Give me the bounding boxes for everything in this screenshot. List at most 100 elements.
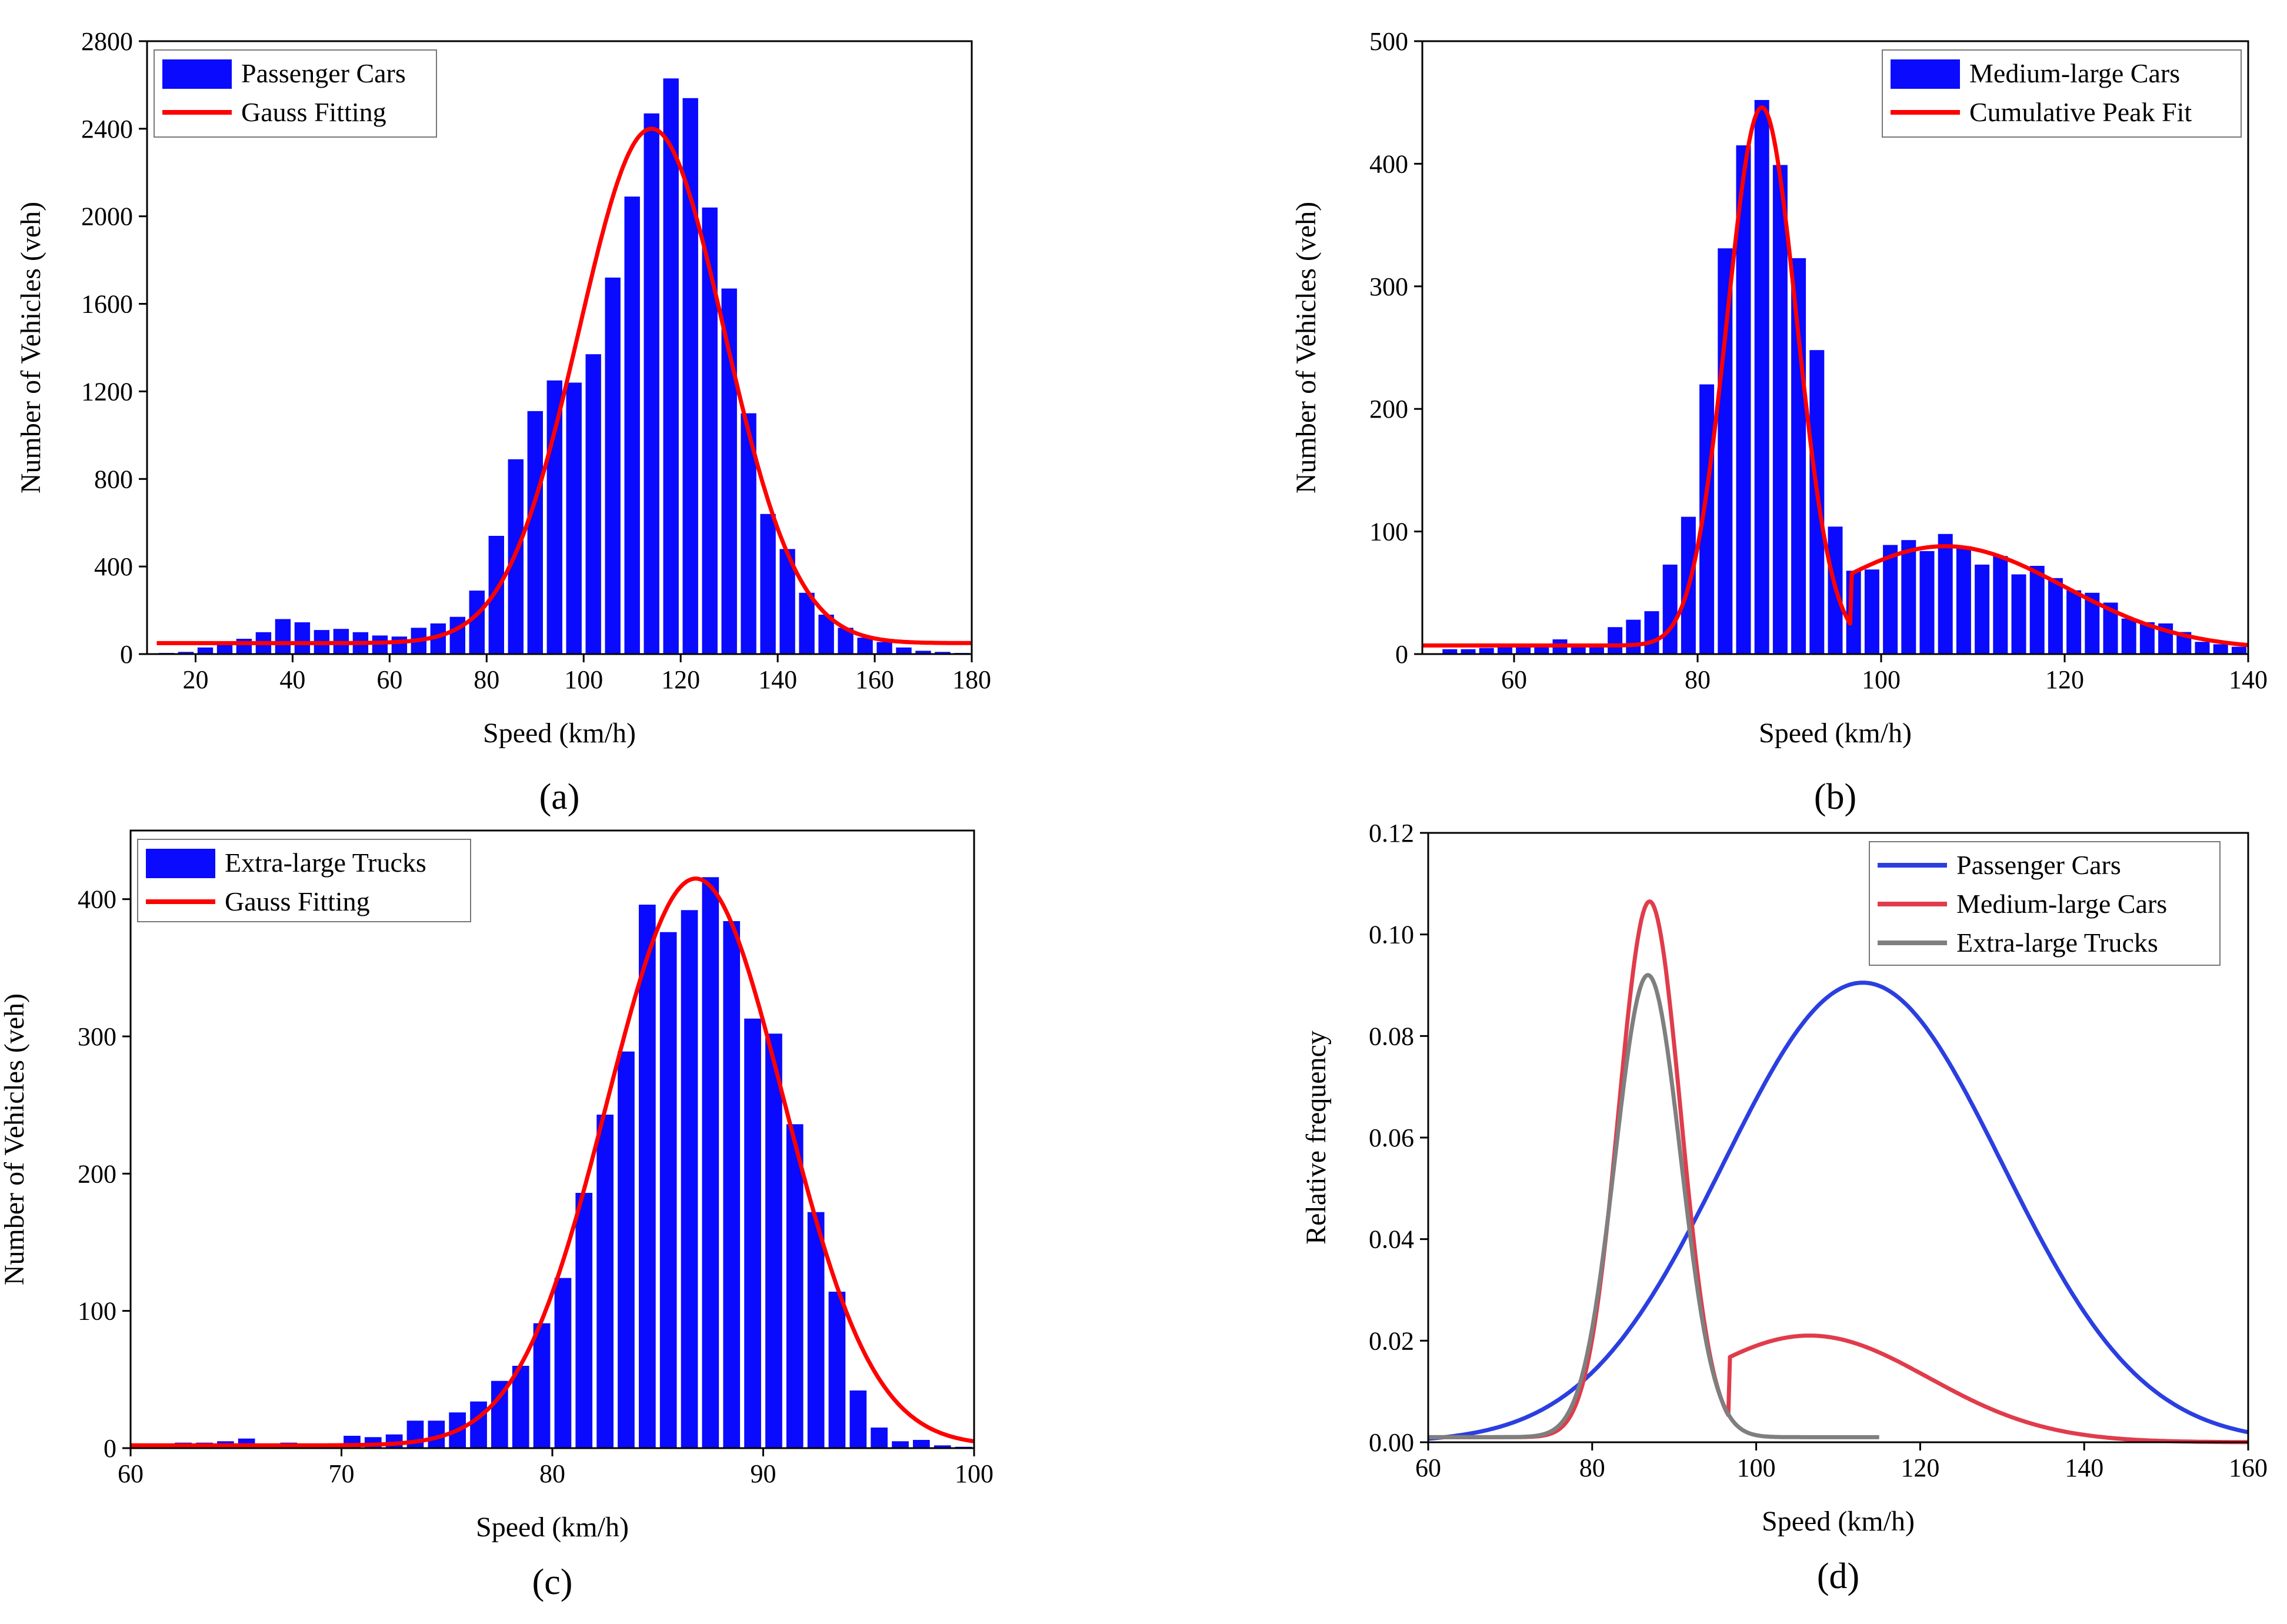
bar	[828, 1292, 846, 1448]
bar	[786, 1124, 804, 1448]
bar	[294, 622, 311, 654]
legend-label: Medium-large Cars	[1969, 58, 2180, 88]
legend-label: Passenger Cars	[241, 58, 406, 88]
bar	[470, 1401, 487, 1448]
y-tick-label: 300	[78, 1022, 116, 1051]
x-axis-label: Speed (km/h)	[1762, 1506, 1915, 1537]
y-tick-label: 400	[1369, 149, 1408, 178]
bar	[585, 354, 601, 654]
legend-label: Gauss Fitting	[225, 886, 370, 916]
bar	[2029, 566, 2045, 654]
y-tick-label: 400	[78, 885, 116, 914]
bar	[807, 1212, 825, 1448]
bar	[2231, 646, 2246, 654]
bar	[275, 619, 291, 654]
bar	[659, 932, 677, 1448]
legend: Passenger Cars Medium-large Cars Extra-lar…	[1869, 841, 2221, 966]
bar	[533, 1323, 551, 1448]
bar	[1864, 569, 1879, 654]
legend: Passenger Cars Gauss Fitting	[154, 49, 437, 138]
bar	[892, 1441, 909, 1448]
x-tick-label: 60	[1501, 665, 1527, 694]
x-tick-label: 140	[758, 665, 797, 694]
x-axis-label: Speed (km/h)	[483, 718, 636, 749]
y-tick-label: 200	[1369, 395, 1408, 423]
x-tick-label: 120	[2045, 665, 2084, 694]
x-tick-label: 90	[751, 1459, 776, 1488]
bar	[596, 1115, 614, 1448]
legend-swatch	[1891, 59, 1960, 89]
bar	[449, 616, 465, 654]
bar	[391, 636, 408, 654]
legend-swatch	[146, 849, 215, 878]
bar	[1883, 545, 1898, 654]
y-tick-label: 2000	[81, 202, 133, 231]
bar	[934, 1445, 951, 1448]
y-tick-label: 0	[120, 640, 133, 669]
y-tick-label: 0.06	[1369, 1123, 1414, 1152]
curve-medium-large-cars	[1428, 899, 2249, 1445]
panel-label: (a)	[539, 777, 580, 817]
bar	[605, 277, 621, 654]
x-tick-label: 120	[661, 665, 700, 694]
x-tick-label: 60	[118, 1459, 144, 1488]
axes-frame	[1421, 40, 2249, 655]
legend-label: Cumulative Peak Fit	[1969, 97, 2192, 127]
legend-label: Gauss Fitting	[241, 97, 386, 127]
bar	[178, 652, 194, 654]
bar	[723, 921, 741, 1448]
bar	[2048, 578, 2063, 654]
bar	[702, 877, 719, 1448]
bar	[566, 382, 582, 654]
panel-label: (c)	[532, 1562, 573, 1602]
y-tick-label: 0	[1395, 640, 1408, 669]
y-tick-label: 1200	[81, 377, 133, 406]
bar	[527, 411, 543, 654]
x-tick-label: 160	[855, 665, 894, 694]
y-axis-label: Number of Vehicles (veh)	[15, 202, 46, 493]
bar	[2066, 590, 2082, 654]
curve-extra-large-trucks	[1427, 973, 1881, 1439]
bar	[1461, 649, 1476, 654]
legend-label: Passenger Cars	[1956, 850, 2121, 880]
y-tick-label: 100	[1369, 518, 1408, 546]
bar	[1479, 648, 1494, 654]
legend-label: Extra-large Trucks	[1956, 928, 2158, 958]
bar	[663, 78, 679, 655]
y-tick-label: 0.04	[1369, 1225, 1414, 1254]
axes-frame	[146, 40, 973, 655]
x-tick-label: 100	[564, 665, 603, 694]
x-tick-label: 60	[1415, 1453, 1441, 1482]
bar	[760, 513, 776, 654]
x-tick-label: 140	[2229, 665, 2268, 694]
y-axis-label: Relative frequency	[1301, 1031, 1332, 1245]
y-tick-label: 1600	[81, 290, 133, 319]
panel-2: 60 80 100 120 140 0 100 200 300 400 500 Speed (km/h…	[1291, 27, 2268, 817]
bar	[2213, 644, 2228, 654]
curve-gauss-fitting	[130, 876, 975, 1448]
bar	[512, 1366, 529, 1448]
bar	[1975, 564, 1990, 654]
x-axis-label: Speed (km/h)	[476, 1512, 629, 1543]
x-tick-label: 70	[329, 1459, 355, 1488]
y-tick-label: 500	[1369, 27, 1408, 56]
x-tick-label: 100	[955, 1459, 994, 1488]
bar	[546, 380, 562, 654]
x-tick-label: 80	[1579, 1453, 1605, 1482]
x-tick-label: 120	[1901, 1453, 1939, 1482]
bar	[2195, 642, 2210, 654]
panel-label: (d)	[1817, 1556, 1859, 1596]
bar	[765, 1033, 782, 1448]
bar	[857, 638, 873, 654]
bar	[849, 1390, 867, 1448]
bar	[644, 113, 659, 655]
bar	[1516, 646, 1531, 654]
bar	[2121, 618, 2136, 654]
bar	[871, 1428, 888, 1448]
bar	[915, 651, 931, 654]
bar	[1644, 611, 1659, 654]
bar	[1956, 546, 1971, 654]
y-tick-label: 200	[78, 1159, 116, 1188]
legend-label: Medium-large Cars	[1956, 889, 2167, 919]
